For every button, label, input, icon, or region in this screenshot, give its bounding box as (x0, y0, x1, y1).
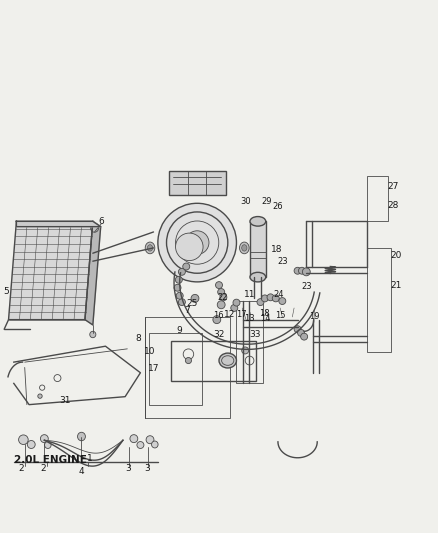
Text: 24: 24 (274, 289, 284, 298)
Text: 29: 29 (261, 197, 272, 206)
Text: 22: 22 (217, 293, 228, 302)
Text: 33: 33 (250, 330, 261, 339)
Ellipse shape (298, 267, 305, 274)
Bar (367, 176, 389, 221)
Ellipse shape (213, 316, 221, 324)
Text: 2: 2 (41, 464, 46, 473)
Ellipse shape (294, 326, 301, 333)
Circle shape (185, 231, 209, 254)
Ellipse shape (272, 295, 279, 302)
Text: 27: 27 (387, 182, 399, 191)
Text: 8: 8 (135, 334, 141, 343)
Text: 25: 25 (186, 299, 198, 308)
Text: 17: 17 (237, 310, 247, 319)
Ellipse shape (183, 263, 190, 270)
Text: 12: 12 (224, 310, 236, 319)
Text: 32: 32 (213, 330, 225, 339)
Ellipse shape (267, 294, 274, 301)
Text: 20: 20 (390, 252, 402, 261)
Ellipse shape (91, 224, 99, 232)
Circle shape (185, 358, 191, 364)
Text: 9: 9 (177, 326, 183, 335)
Text: 3: 3 (125, 464, 131, 473)
Ellipse shape (137, 441, 144, 448)
Text: 5: 5 (4, 287, 9, 296)
Text: 26: 26 (272, 203, 283, 212)
Ellipse shape (178, 268, 185, 275)
Text: 13: 13 (244, 314, 255, 323)
Ellipse shape (191, 294, 199, 302)
Ellipse shape (261, 295, 268, 302)
Circle shape (158, 203, 237, 282)
Bar (145, 317, 230, 418)
Ellipse shape (152, 441, 158, 448)
Ellipse shape (174, 284, 181, 291)
Ellipse shape (148, 245, 152, 251)
Text: 15: 15 (275, 311, 286, 320)
Ellipse shape (40, 434, 48, 442)
Text: 11: 11 (244, 290, 255, 299)
Text: 19: 19 (309, 312, 319, 321)
Ellipse shape (220, 294, 227, 301)
Text: 10: 10 (144, 347, 156, 356)
Bar (367, 248, 392, 351)
Text: 14: 14 (261, 313, 271, 322)
Polygon shape (85, 221, 101, 325)
Text: 31: 31 (60, 396, 71, 405)
Ellipse shape (302, 268, 310, 276)
Ellipse shape (297, 329, 304, 336)
Text: 6: 6 (98, 217, 104, 226)
Ellipse shape (146, 435, 154, 443)
Ellipse shape (233, 299, 240, 306)
Polygon shape (16, 221, 101, 227)
Bar (149, 333, 201, 405)
Ellipse shape (219, 353, 237, 368)
Ellipse shape (178, 298, 185, 305)
Text: 2: 2 (19, 464, 25, 473)
Ellipse shape (18, 435, 28, 445)
Ellipse shape (257, 298, 264, 305)
Bar (250, 221, 266, 277)
Text: 18: 18 (259, 309, 269, 318)
Ellipse shape (300, 333, 307, 340)
Ellipse shape (45, 441, 51, 448)
Text: 30: 30 (241, 197, 251, 206)
Bar (169, 171, 226, 195)
Text: 16: 16 (213, 311, 223, 320)
Ellipse shape (240, 242, 249, 254)
Ellipse shape (217, 301, 225, 309)
Ellipse shape (279, 297, 286, 304)
Text: 3: 3 (145, 464, 150, 473)
Ellipse shape (215, 281, 223, 288)
Text: 17: 17 (148, 364, 159, 373)
Ellipse shape (218, 288, 225, 295)
Bar (237, 301, 263, 383)
Text: 1: 1 (87, 454, 93, 463)
Ellipse shape (176, 292, 183, 299)
Text: 4: 4 (79, 466, 84, 475)
Ellipse shape (294, 267, 301, 274)
Text: 23: 23 (301, 282, 311, 291)
Ellipse shape (175, 276, 182, 283)
Text: 21: 21 (390, 280, 402, 289)
Text: 18: 18 (271, 245, 283, 254)
Ellipse shape (145, 242, 155, 254)
Ellipse shape (231, 304, 238, 311)
Ellipse shape (242, 245, 247, 251)
Circle shape (176, 233, 203, 261)
Ellipse shape (27, 440, 35, 448)
Ellipse shape (130, 434, 138, 442)
Ellipse shape (90, 332, 96, 338)
Ellipse shape (250, 272, 266, 282)
Ellipse shape (78, 432, 85, 441)
Text: 7: 7 (184, 306, 190, 315)
Text: 28: 28 (387, 201, 399, 210)
Polygon shape (9, 221, 93, 320)
Bar (171, 341, 256, 381)
Text: 2.0L ENGINE: 2.0L ENGINE (14, 455, 87, 465)
Ellipse shape (250, 216, 266, 226)
Text: 23: 23 (277, 257, 288, 265)
Circle shape (38, 394, 42, 398)
Circle shape (242, 347, 249, 354)
